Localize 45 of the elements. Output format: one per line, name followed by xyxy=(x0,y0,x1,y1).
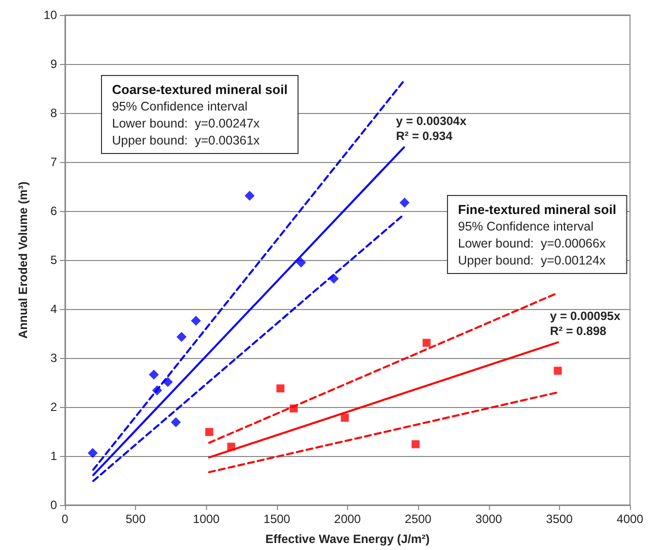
point xyxy=(400,198,410,208)
point xyxy=(296,257,306,268)
point xyxy=(176,332,187,342)
point xyxy=(290,404,298,412)
x-axis-title: Effective Wave Energy (J/m²) xyxy=(265,532,430,546)
annotation: Coarse-textured mineral soil 95% Confidence interval Lower bound: y=0.00247x Upper bound: y=0.00361x xyxy=(112,82,288,148)
y-tick-label: 2 xyxy=(50,400,58,414)
x-tick-label: 1500 xyxy=(264,512,291,526)
point xyxy=(88,448,98,458)
point xyxy=(227,442,236,451)
point xyxy=(244,190,255,201)
y-tick-label: 5 xyxy=(50,253,58,267)
x-tick-label: 4000 xyxy=(616,512,644,526)
point xyxy=(276,384,284,392)
y-axis-title: Annual Eroded Volume (m³) xyxy=(16,181,30,339)
x-tick-label: 1000 xyxy=(192,512,220,526)
point xyxy=(170,417,181,428)
annotation: Fine-textured mineral soil 95% Confidence interval Lower bound: y=0.00066x Upper bound: y=0.00124x xyxy=(458,202,616,268)
annotation: y = 0.00095x R² = 0.898 xyxy=(550,308,621,338)
y-tick-label: 1 xyxy=(50,449,58,463)
point xyxy=(162,377,173,388)
annotation: y = 0.00304x R² = 0.934 xyxy=(396,114,467,143)
y-tick-label: 3 xyxy=(50,351,58,365)
point xyxy=(205,428,214,436)
x-tick-label: 500 xyxy=(126,512,146,526)
x-tick-label: 2500 xyxy=(404,512,432,526)
y-tick-label: 7 xyxy=(50,155,58,169)
y-tick-label: 6 xyxy=(50,204,58,218)
point xyxy=(328,274,339,284)
point xyxy=(422,338,431,347)
point xyxy=(412,440,420,448)
x-tick-label: 2000 xyxy=(334,512,362,526)
point xyxy=(148,370,159,380)
y-tick-label: 10 xyxy=(44,8,58,22)
point xyxy=(554,366,562,375)
y-tick-label: 8 xyxy=(50,106,58,120)
x-tick-label: 3500 xyxy=(546,512,574,526)
point xyxy=(190,316,201,326)
point xyxy=(340,414,349,422)
x-tick-label: 3000 xyxy=(475,512,502,526)
y-tick-label: 0 xyxy=(50,498,58,512)
point xyxy=(152,385,162,396)
x-tick-label: 0 xyxy=(62,512,69,526)
y-tick-label: 4 xyxy=(50,302,58,316)
y-tick-label: 9 xyxy=(50,57,58,71)
